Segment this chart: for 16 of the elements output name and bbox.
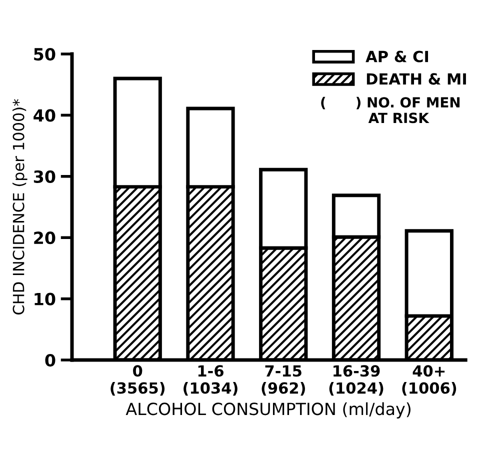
y-tick-label: 20 [34,232,56,244]
y-tick-label: 0 [45,354,56,367]
annotation: ( ) NO. OF MEN AT RISK [321,96,460,124]
legend-label: DEATH & MI [366,73,466,85]
x-tick-label: 16-39 (1024) [329,365,384,396]
y-tick-label: 50 [34,48,56,61]
x-tick-label: 1-6 (1034) [184,365,238,396]
x-tick-label: 0 (3565) [110,365,165,396]
y-axis-title: CHD INCIDENCE (per 1000)* [12,99,28,314]
x-tick-label: 40+ (1006) [402,365,456,396]
y-tick-label: 10 [34,292,56,306]
y-tick-label: 30 [34,170,56,183]
legend-label: AP & CI [366,50,428,62]
y-tick-label: 40 [34,109,56,122]
x-axis-title: ALCOHOL CONSUMPTION (ml/day) [126,402,410,418]
x-tick-label: 7-15 (962) [262,365,305,396]
